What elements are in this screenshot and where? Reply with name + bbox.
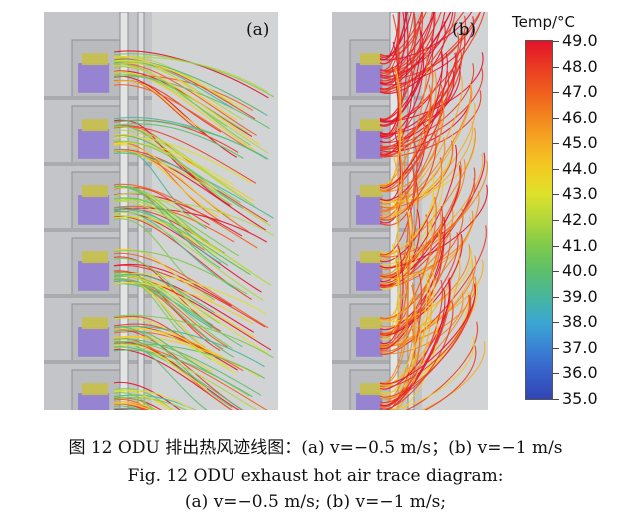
colorbar-tick-label: 41.0 xyxy=(562,235,598,255)
colorbar-tick-label: 48.0 xyxy=(562,56,598,76)
colorbar-tick-mark xyxy=(553,168,559,170)
colorbar-title: Temp/°C xyxy=(512,13,576,31)
colorbar-tick-label: 49.0 xyxy=(562,31,598,50)
caption-chinese: 图 12 ODU 排出热风迹线图：(a) v=−0.5 m/s；(b) v=−1… xyxy=(68,438,563,458)
colorbar-tick-mark xyxy=(553,399,559,400)
colorbar-tick-label: 38.0 xyxy=(562,312,598,332)
colorbar-tick-label: 47.0 xyxy=(562,82,598,102)
streamline-render-b: (b) xyxy=(332,12,488,410)
colorbar-tick-mark xyxy=(553,41,559,42)
colorbar-tick-mark xyxy=(553,296,559,298)
temperature-colorbar xyxy=(525,40,553,400)
colorbar-tick-mark xyxy=(553,373,559,375)
colorbar-tick-mark xyxy=(553,245,559,247)
caption-english-line2: (a) v=−0.5 m/s; (b) v=−1 m/s; xyxy=(184,492,447,512)
colorbar-tick-mark xyxy=(553,143,559,145)
colorbar-tick-label: 46.0 xyxy=(562,107,598,127)
colorbar-tick-label: 43.0 xyxy=(562,184,598,204)
colorbar-tick-mark xyxy=(553,66,559,68)
colorbar-tick-label: 44.0 xyxy=(562,158,598,178)
colorbar-tick-label: 36.0 xyxy=(562,363,598,383)
caption-english-line1: Fig. 12 ODU exhaust hot air trace diagra… xyxy=(127,466,504,486)
colorbar-tick-mark xyxy=(553,271,559,273)
streamline-image-a xyxy=(44,12,275,410)
colorbar-tick-mark xyxy=(553,322,559,324)
colorbar-tick-label: 37.0 xyxy=(562,337,598,357)
colorbar-tick-label: 35.0 xyxy=(562,389,598,408)
colorbar-tick-label: 40.0 xyxy=(562,261,598,281)
streamline-render-a: (a) xyxy=(44,12,278,410)
colorbar-tick-mark xyxy=(553,194,559,196)
colorbar-tick-mark xyxy=(553,117,559,119)
panel-label-a: (a) xyxy=(246,20,270,40)
colorbar-tick-mark xyxy=(553,92,559,94)
colorbar-tick-mark xyxy=(553,347,559,349)
colorbar-tick-mark xyxy=(553,220,559,221)
panel-label-b: (b) xyxy=(452,20,477,40)
colorbar-tick-label: 39.0 xyxy=(562,286,598,306)
colorbar-tick-label: 45.0 xyxy=(562,133,598,153)
streamline-image-b xyxy=(332,12,488,410)
colorbar-tick-label: 42.0 xyxy=(562,210,598,229)
